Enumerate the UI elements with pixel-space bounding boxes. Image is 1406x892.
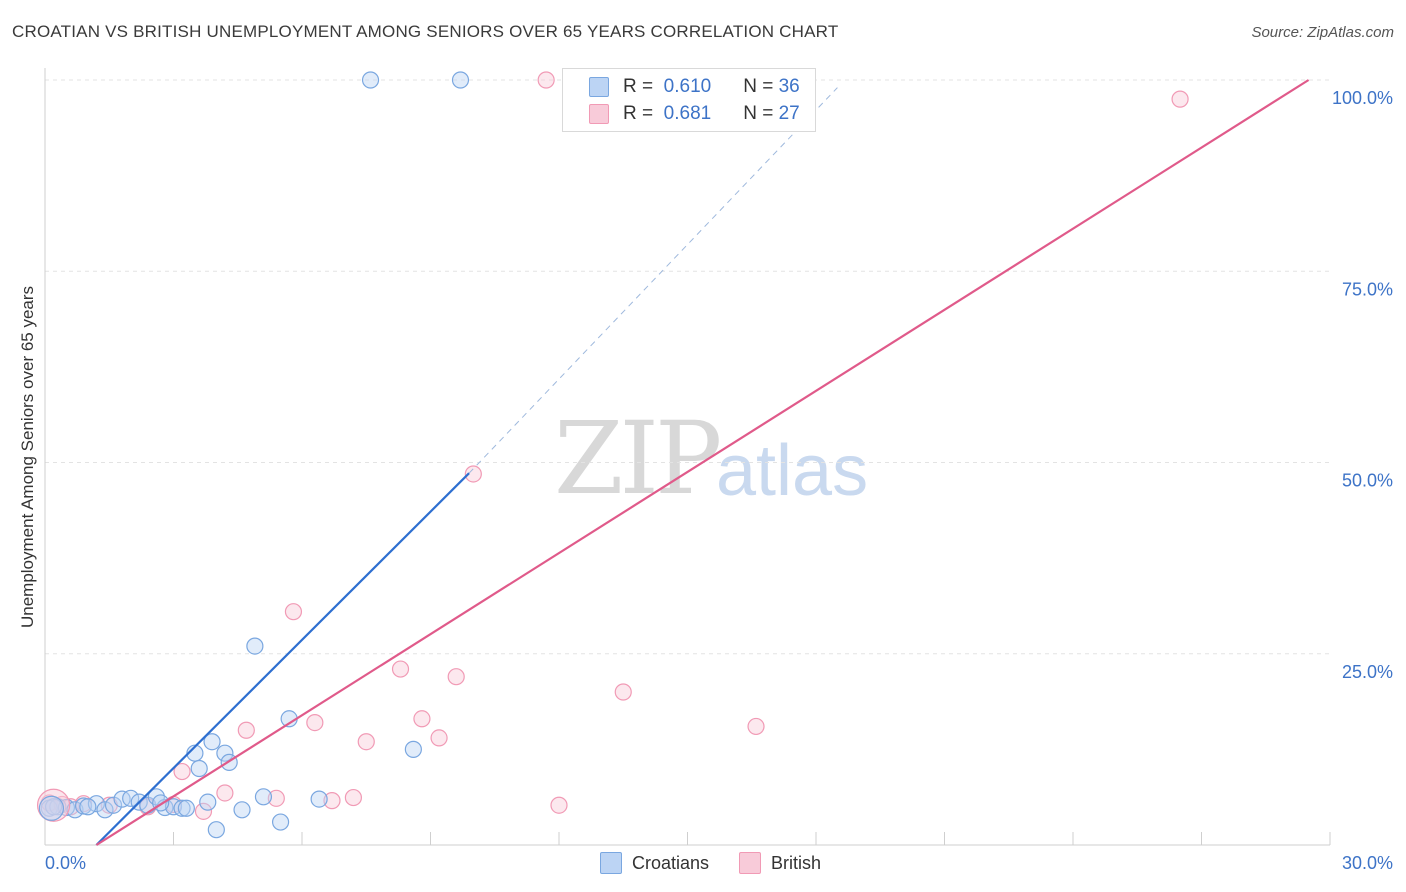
- x-tick-label: 30.0%: [1342, 853, 1393, 873]
- legend-n-value-british: 27: [778, 103, 800, 124]
- croatian-point: [164, 798, 183, 816]
- legend-swatch-croatians: [589, 77, 609, 97]
- british-point: [284, 603, 303, 621]
- british-point: [216, 784, 234, 802]
- legend-n-label: N =: [743, 76, 774, 97]
- croatian-point: [199, 793, 217, 811]
- croatian-point: [79, 798, 97, 816]
- british-point: [323, 792, 341, 810]
- british-point: [413, 710, 431, 728]
- british-point: [344, 788, 362, 807]
- croatian-cluster-point: [38, 795, 65, 821]
- croatian-point: [96, 801, 114, 819]
- correlation-legend: R = 0.610 N = 36 R = 0.681 N = 27: [562, 68, 816, 132]
- watermark-zip: ZIP: [554, 400, 722, 517]
- british-point: [357, 733, 375, 751]
- legend-row-croatians: R = 0.610 N = 36: [589, 74, 800, 100]
- chart-title: CROATIAN VS BRITISH UNEMPLOYMENT AMONG S…: [12, 22, 839, 41]
- british-point: [447, 668, 465, 686]
- legend-r-label: R =: [623, 103, 654, 124]
- croatian-point: [177, 799, 195, 817]
- croatian-point: [254, 788, 273, 806]
- croatian-point: [122, 789, 140, 807]
- british-point: [194, 802, 213, 820]
- british-point: [747, 717, 765, 736]
- y-tick-label: 100.0%: [1332, 88, 1393, 108]
- british-point: [1171, 90, 1189, 108]
- series-label-british: British: [771, 852, 822, 873]
- series-swatch-british: [739, 852, 762, 874]
- series-legend: Croatians British: [600, 852, 821, 874]
- croatian-point: [216, 744, 234, 762]
- british-point: [464, 465, 482, 483]
- source-credit: Source: ZipAtlas.com: [1251, 24, 1394, 41]
- croatian-point: [310, 790, 328, 808]
- croatian-point: [246, 637, 264, 655]
- legend-n-value-croatians: 36: [778, 76, 800, 97]
- british-point: [391, 660, 410, 678]
- british-point: [173, 762, 191, 781]
- croatian-point: [271, 813, 290, 831]
- series-label-croatians: Croatians: [632, 852, 710, 873]
- croatian-point: [404, 740, 422, 758]
- british-point: [267, 789, 285, 807]
- croatians-trend-line: [95, 472, 470, 846]
- british-point: [306, 713, 324, 732]
- y-tick-label: 50.0%: [1342, 471, 1393, 491]
- british-point: [614, 683, 632, 701]
- british-point: [537, 71, 555, 89]
- legend-r-value-british: 0.681: [663, 103, 712, 124]
- croatian-point: [173, 799, 191, 817]
- croatian-point: [104, 796, 123, 814]
- croatians-trend-extension: [468, 87, 838, 474]
- croatian-point: [451, 71, 470, 89]
- croatian-point: [207, 821, 225, 839]
- croatian-point: [203, 733, 221, 751]
- croatian-point: [361, 71, 380, 89]
- legend-swatch-british: [589, 104, 609, 124]
- legend-row-british: R = 0.681 N = 27: [589, 101, 800, 127]
- legend-r-value-croatians: 0.610: [663, 76, 712, 97]
- legend-n-label: N =: [743, 103, 774, 124]
- legend-r-label: R =: [623, 76, 654, 97]
- british-point: [430, 729, 448, 747]
- croatian-point: [233, 801, 251, 819]
- british-trend-line: [95, 79, 1310, 846]
- watermark-atlas: atlas: [716, 431, 869, 511]
- y-tick-label: 25.0%: [1342, 662, 1393, 682]
- x-tick-label: 0.0%: [45, 853, 86, 873]
- british-point: [550, 796, 568, 814]
- croatian-point: [113, 790, 131, 808]
- british-point: [237, 721, 255, 739]
- croatian-point: [190, 759, 208, 778]
- series-swatch-croatians: [600, 852, 622, 874]
- y-tick-label: 75.0%: [1342, 279, 1393, 299]
